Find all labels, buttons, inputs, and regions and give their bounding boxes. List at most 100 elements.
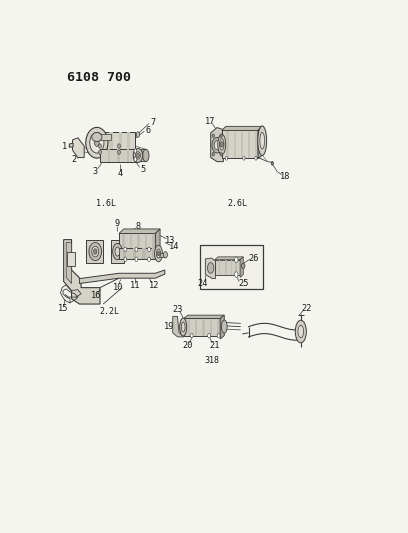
Ellipse shape <box>92 133 102 142</box>
Ellipse shape <box>222 320 227 333</box>
Text: 1.6L: 1.6L <box>96 199 116 208</box>
Bar <box>234 131 236 158</box>
Bar <box>142 248 146 260</box>
Polygon shape <box>155 229 160 254</box>
Polygon shape <box>240 257 243 277</box>
Bar <box>152 233 155 250</box>
Bar <box>100 149 138 161</box>
Bar <box>127 133 130 152</box>
Polygon shape <box>119 229 160 233</box>
Polygon shape <box>86 240 103 263</box>
Ellipse shape <box>134 149 137 153</box>
Text: 18: 18 <box>280 172 291 181</box>
Text: 1: 1 <box>62 142 67 150</box>
Ellipse shape <box>208 263 214 273</box>
Text: 6108 700: 6108 700 <box>67 70 131 84</box>
Bar <box>248 131 251 158</box>
Polygon shape <box>69 143 73 147</box>
Ellipse shape <box>86 127 108 158</box>
Polygon shape <box>73 138 84 158</box>
Bar <box>118 149 120 161</box>
Ellipse shape <box>89 243 102 261</box>
Bar <box>152 248 155 260</box>
Ellipse shape <box>136 132 140 138</box>
Ellipse shape <box>95 139 99 147</box>
Polygon shape <box>173 317 184 337</box>
Bar <box>158 253 166 257</box>
Ellipse shape <box>148 257 151 262</box>
Ellipse shape <box>99 150 102 155</box>
Polygon shape <box>258 126 262 158</box>
Ellipse shape <box>260 133 265 149</box>
Ellipse shape <box>225 157 228 160</box>
Bar <box>119 248 155 260</box>
Bar <box>122 233 125 250</box>
Ellipse shape <box>118 144 120 148</box>
Bar <box>215 260 240 274</box>
Polygon shape <box>222 126 262 131</box>
Ellipse shape <box>217 334 220 338</box>
Bar <box>222 131 258 158</box>
Text: 25: 25 <box>239 279 249 288</box>
Bar <box>127 149 129 161</box>
Ellipse shape <box>133 149 143 163</box>
Ellipse shape <box>124 247 127 252</box>
Text: 8: 8 <box>135 222 141 231</box>
Bar <box>137 233 140 250</box>
Bar <box>188 318 190 336</box>
Ellipse shape <box>212 134 214 138</box>
Ellipse shape <box>135 152 140 159</box>
Text: 2.6L: 2.6L <box>228 199 248 208</box>
Ellipse shape <box>148 247 151 252</box>
Ellipse shape <box>137 153 140 158</box>
Ellipse shape <box>124 257 127 262</box>
Bar <box>130 233 132 250</box>
Polygon shape <box>111 240 124 263</box>
Text: 24: 24 <box>197 279 208 288</box>
Bar <box>133 248 136 260</box>
Ellipse shape <box>208 334 211 338</box>
Polygon shape <box>220 315 224 339</box>
Ellipse shape <box>220 134 222 138</box>
Text: 2.2L: 2.2L <box>100 307 120 316</box>
Text: 6: 6 <box>145 126 151 135</box>
Text: 19: 19 <box>164 322 175 331</box>
Polygon shape <box>66 243 71 284</box>
Polygon shape <box>80 270 165 284</box>
Ellipse shape <box>155 245 162 262</box>
Ellipse shape <box>135 247 138 252</box>
Polygon shape <box>211 127 223 161</box>
Ellipse shape <box>271 161 273 165</box>
Ellipse shape <box>93 249 97 254</box>
Ellipse shape <box>118 150 120 155</box>
Bar <box>202 318 205 336</box>
Polygon shape <box>184 315 224 318</box>
Polygon shape <box>136 149 146 161</box>
Text: 318: 318 <box>205 356 220 365</box>
Bar <box>184 318 220 336</box>
Text: 10: 10 <box>113 282 123 292</box>
Bar <box>119 133 122 152</box>
Ellipse shape <box>99 144 102 148</box>
Bar <box>210 318 212 336</box>
Ellipse shape <box>180 318 186 336</box>
Bar <box>97 134 111 140</box>
Bar <box>67 252 75 266</box>
Ellipse shape <box>212 138 222 153</box>
Bar <box>225 260 227 274</box>
Ellipse shape <box>212 152 214 156</box>
Bar <box>231 260 233 274</box>
Ellipse shape <box>214 141 220 150</box>
Ellipse shape <box>156 249 161 258</box>
Ellipse shape <box>90 133 104 153</box>
Text: 9: 9 <box>115 219 120 228</box>
Text: 15: 15 <box>58 304 69 313</box>
Ellipse shape <box>181 322 185 332</box>
Text: 17: 17 <box>204 117 215 125</box>
Bar <box>108 149 111 161</box>
Ellipse shape <box>235 272 238 277</box>
Polygon shape <box>215 257 243 260</box>
Polygon shape <box>64 240 100 304</box>
Bar <box>195 318 197 336</box>
Text: 11: 11 <box>130 281 140 290</box>
